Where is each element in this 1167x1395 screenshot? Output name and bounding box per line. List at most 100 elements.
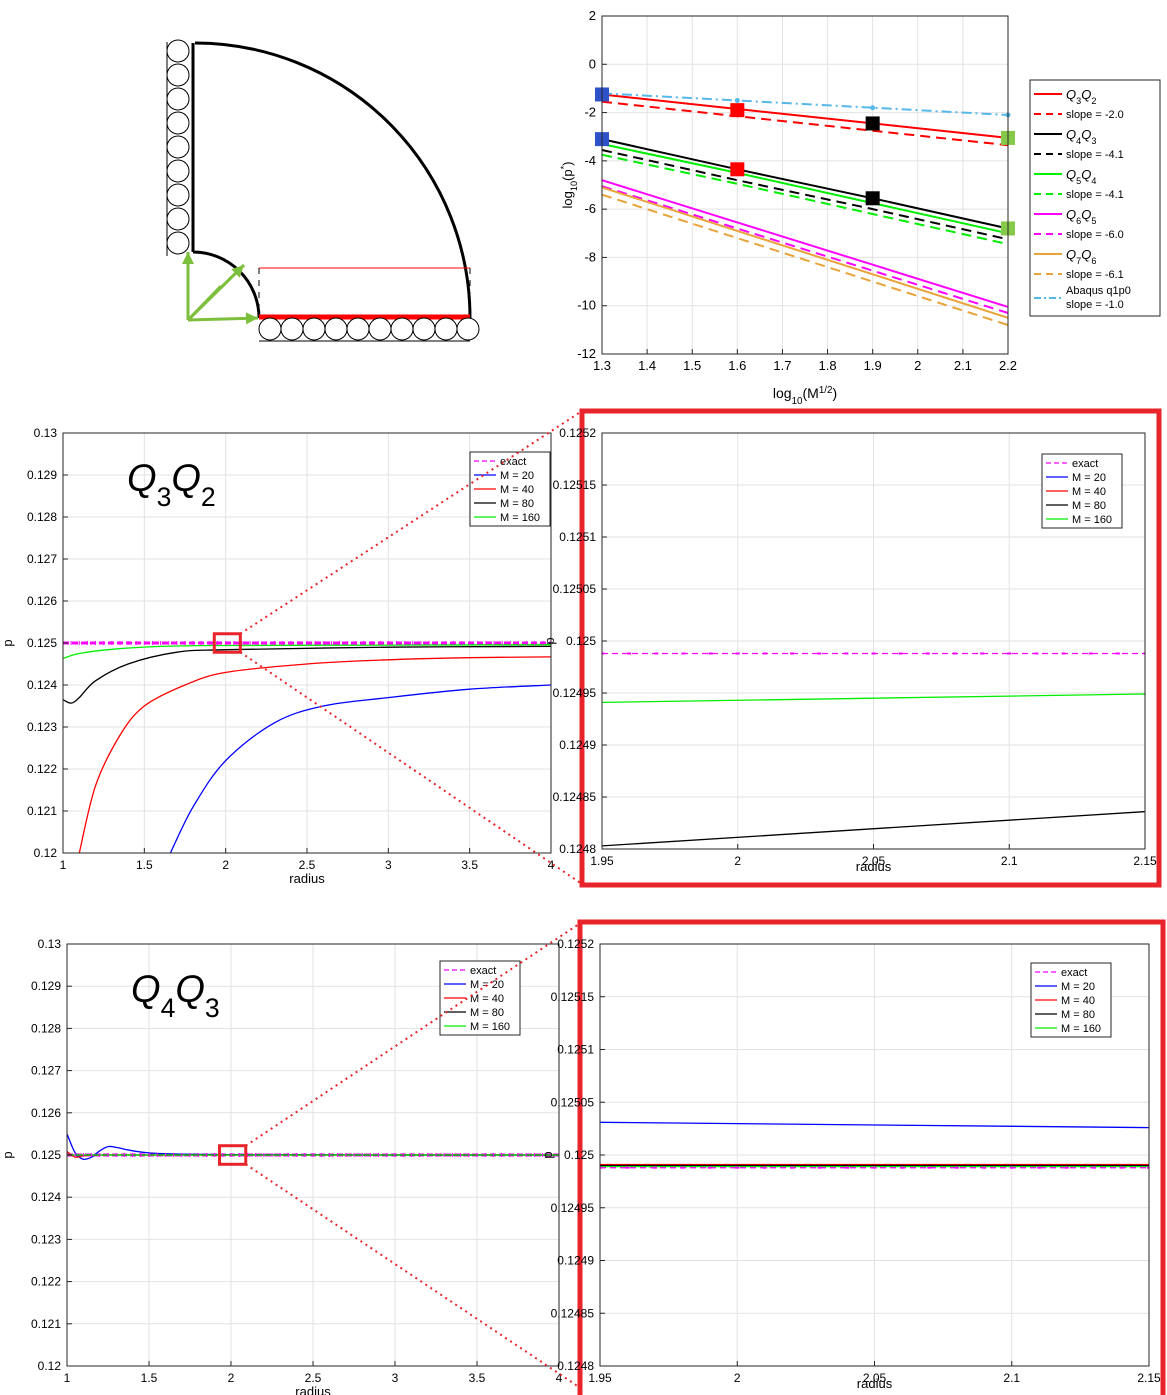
- conv-legend-label: Q6Q5: [1066, 207, 1096, 226]
- q4q3-full-ytick-label: 0.122: [31, 1275, 61, 1289]
- q4q3-zoom-ytick-label: 0.1248: [557, 1359, 594, 1373]
- roller-circle: [302, 317, 326, 341]
- q3q2-zoom-ylabel: p: [542, 637, 557, 644]
- q3q2-full-xlabel: radius: [289, 871, 325, 886]
- q4q3-zoom-xtick-label: 2: [734, 1371, 741, 1385]
- q4q3-zoom-ytick-label: 0.1252: [557, 937, 594, 951]
- conv-marker-square: [730, 103, 745, 118]
- conv-ytick-label: -12: [577, 346, 596, 361]
- conv-xtick-label: 1.5: [683, 358, 701, 373]
- q3q2-full-xtick-label: 2: [222, 858, 229, 872]
- q3q2-full-series-line: [78, 656, 551, 853]
- conv-axes-frame: [601, 15, 1009, 355]
- q3q2-zoom-clip-plot-area: [602, 652, 1145, 847]
- conv-ytick-label: -10: [577, 298, 596, 313]
- q3q2-full-title: Q3Q2: [127, 458, 216, 512]
- conv-marker-square: [865, 116, 880, 131]
- conv-xtick-label: 1.6: [728, 358, 746, 373]
- q4q3-full-ytick-label: 0.127: [31, 1064, 61, 1078]
- q4q3-zoom-series-line: [600, 1121, 1149, 1129]
- q4q3-zoom-clip-plot-area: [600, 1121, 1149, 1169]
- q4q3-full-ytick-label: 0.125: [31, 1148, 61, 1162]
- roller-circle: [434, 317, 458, 341]
- q4q3-zoom-zoom-frame: [577, 919, 1166, 1395]
- q3q2-full-ytick-label: 0.128: [27, 510, 57, 524]
- q4q3-full-ytick-label: 0.128: [31, 1021, 61, 1035]
- q3q2-full-legend-label: M = 80: [500, 498, 534, 510]
- arrow-head: [245, 312, 258, 325]
- q3q2-zoom-xtick-label: 2.15: [1133, 854, 1157, 868]
- q3q2-zoom-ytick-label: 0.12495: [553, 686, 597, 700]
- conv-series-line: [601, 93, 1009, 139]
- q4q3-full-legend-label: M = 40: [470, 993, 504, 1005]
- q3q2-full-title-part: Q: [127, 458, 157, 500]
- conv-xlabel-part: 1/2: [819, 385, 833, 396]
- q3q2-zoom-ytick-label: 0.1248: [559, 842, 596, 856]
- conv-ytick-label: 2: [589, 8, 596, 23]
- conv-xtick-label: 2: [914, 358, 921, 373]
- q4q3-full-ytick-label: 0.124: [31, 1190, 61, 1204]
- q3q2-full-xtick-label: 3.5: [461, 858, 478, 872]
- conv-xtick-label: 1.7: [773, 358, 791, 373]
- q3q2-full-clip-plot-area: [63, 641, 551, 853]
- pressure-arrow: [186, 284, 223, 322]
- roller-circle: [412, 317, 436, 341]
- q4q3-zoom-xtick-label: 2.1: [1003, 1371, 1020, 1385]
- conv-ylabel-part: (p: [560, 169, 575, 181]
- q4q3-full-xtick-label: 2: [228, 1371, 235, 1385]
- roller-circle: [346, 317, 370, 341]
- conv-legend-label-part: 3: [1076, 96, 1081, 106]
- conv-legend-label-part: Q: [1066, 207, 1076, 222]
- conv-series-line: [601, 143, 1009, 235]
- roller-circle: [166, 135, 190, 159]
- roller-circle: [258, 317, 282, 341]
- roller-circle: [324, 317, 348, 341]
- q3q2-zoom-legend-label: M = 20: [1072, 472, 1106, 484]
- q4q3-zoom-legend-label: M = 160: [1061, 1023, 1101, 1035]
- conv-legend-label-part: 5: [1091, 216, 1096, 226]
- conv-legend-label-part: 6: [1091, 256, 1096, 266]
- roller-circle: [166, 207, 190, 231]
- q3q2-full-xtick-label: 1.5: [136, 858, 153, 872]
- roller-circle: [166, 63, 190, 87]
- q3q2-zoom-series-line: [602, 693, 1145, 704]
- q3q2-full-legend-label: M = 160: [500, 512, 540, 524]
- q3q2-full-ytick-label: 0.121: [27, 804, 57, 818]
- conv-ylabel: log10(p*): [559, 162, 579, 209]
- conv-marker-square: [865, 191, 880, 206]
- roller-circle: [166, 87, 190, 111]
- q3q2-zoom-ytick-label: 0.1251: [559, 530, 596, 544]
- conv-ylabel-part: ): [560, 162, 575, 166]
- conv-marker-square: [730, 162, 745, 177]
- q3q2-full-series-line: [63, 645, 551, 704]
- conv-legend-label-part: 7: [1076, 256, 1081, 266]
- q4q3-full-title-part: Q: [175, 969, 205, 1011]
- q3q2-zoom-xtick-label: 2.1: [1001, 854, 1018, 868]
- outer-arc: [194, 41, 472, 319]
- q4q3-zoom-xtick-label: 2.05: [863, 1371, 887, 1385]
- q4q3-full-title-part: 4: [161, 993, 176, 1023]
- roller-circle: [390, 317, 414, 341]
- conv-series-line: [601, 149, 1009, 241]
- conv-legend-abaqus-slope: slope = -1.0: [1066, 299, 1124, 311]
- roller-circle: [166, 159, 190, 183]
- conv-legend-slope: slope = -4.1: [1066, 189, 1124, 201]
- q3q2-full-ytick-label: 0.123: [27, 720, 57, 734]
- q3q2-full-title-part: 2: [201, 482, 216, 512]
- q4q3-full-xtick-label: 1.5: [141, 1371, 158, 1385]
- q3q2-zoom-box: [212, 632, 242, 654]
- q3q2-zoom-legend-label: exact: [1072, 458, 1098, 470]
- conv-legend-slope: slope = -4.1: [1066, 149, 1124, 161]
- conv-xtick-label: 1.4: [638, 358, 656, 373]
- q4q3-full-xtick-label: 2.5: [305, 1371, 322, 1385]
- conv-legend-box: [1029, 79, 1161, 317]
- q3q2-zoom-legend-label: M = 80: [1072, 500, 1106, 512]
- conv-legend-label-part: 6: [1076, 216, 1081, 226]
- q3q2-zoom-ytick-label: 0.12505: [553, 582, 597, 596]
- q4q3-full-title-part: Q: [131, 969, 161, 1011]
- q3q2-zoom-zoom-frame: [579, 408, 1162, 888]
- q4q3-zoom-xtick-label: 2.15: [1137, 1371, 1161, 1385]
- conv-ylabel-part: log: [560, 191, 575, 208]
- conv-legend-label-part: 4: [1076, 136, 1081, 146]
- q4q3-full-xtick-label: 4: [556, 1371, 563, 1385]
